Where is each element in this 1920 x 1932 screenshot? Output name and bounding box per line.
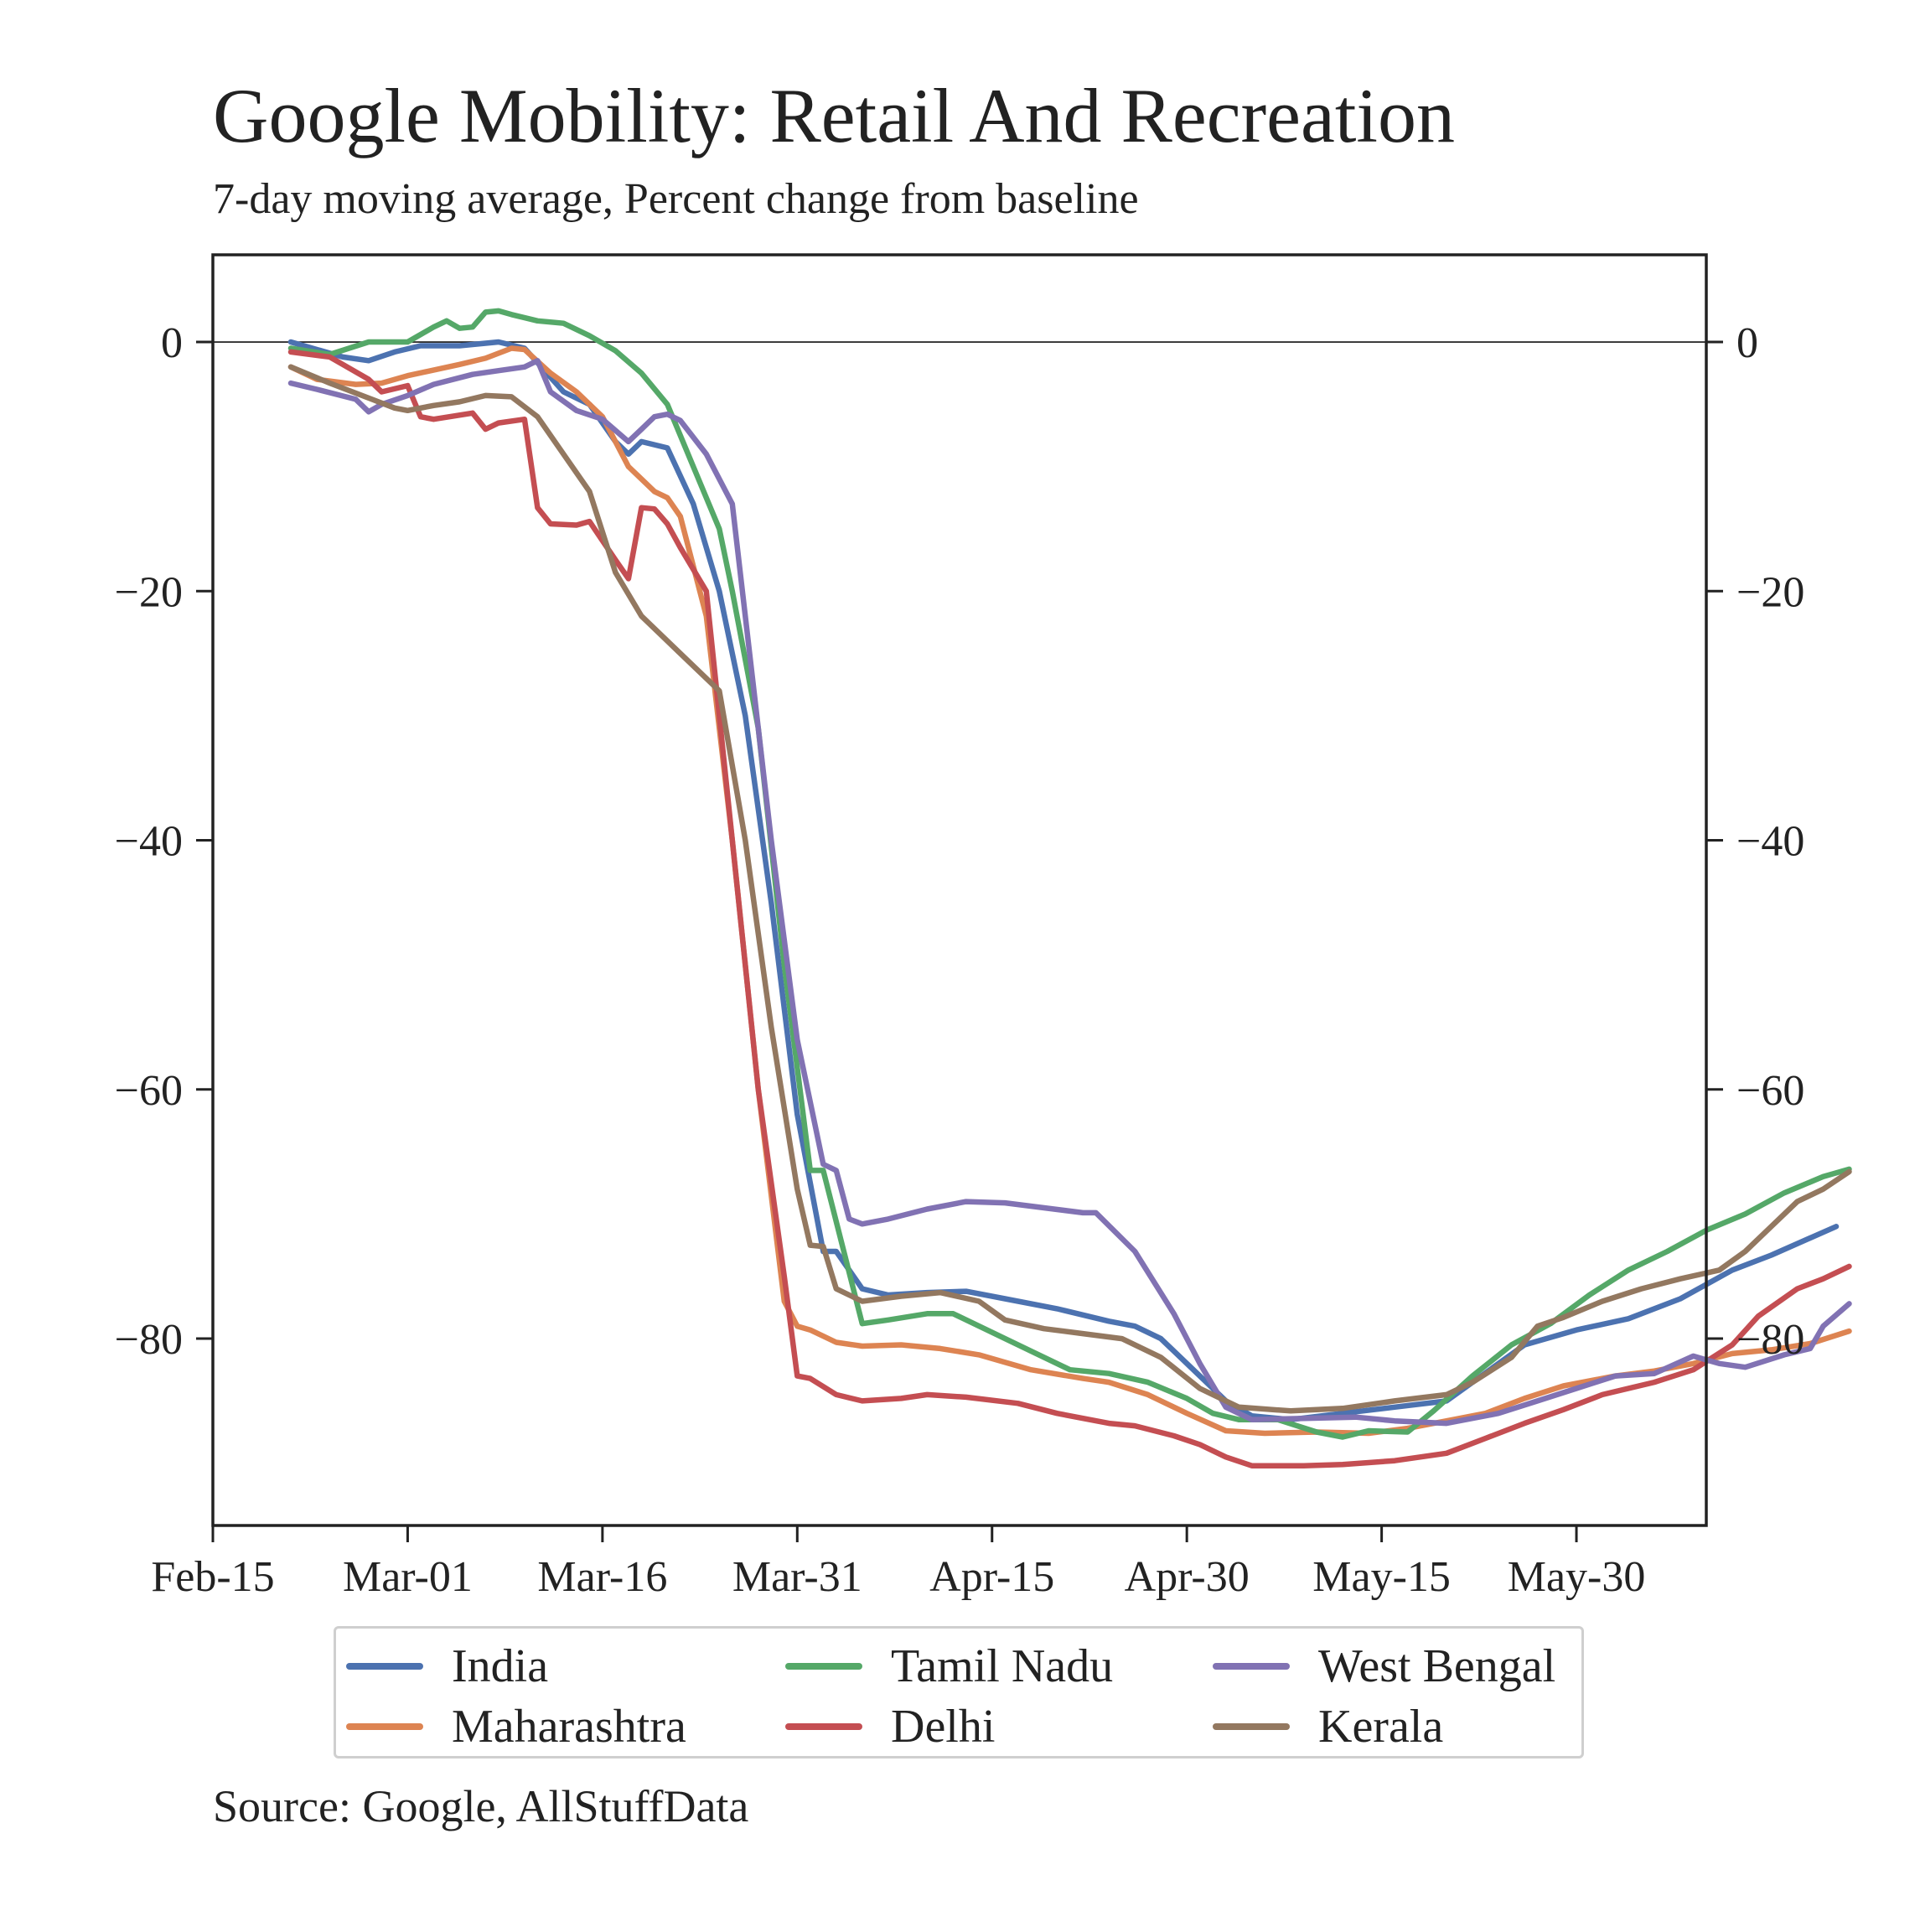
legend-label-maharashtra: Maharashtra (452, 1701, 686, 1753)
y-tick-label-left: 0 (161, 319, 183, 367)
legend-item-india: India (346, 1637, 548, 1696)
legend-swatch-maharashtra (346, 1723, 423, 1730)
legend-label-west-bengal: West Bengal (1318, 1640, 1556, 1692)
legend-swatch-west-bengal (1213, 1663, 1290, 1670)
y-tick-label-left: −60 (115, 1067, 183, 1115)
series-line-delhi (287, 349, 1852, 1468)
y-tick-label-left: −80 (115, 1316, 183, 1364)
x-tick-label: Mar-01 (343, 1553, 473, 1601)
legend-label-tamil-nadu: Tamil Nadu (891, 1640, 1114, 1692)
legend-label-delhi: Delhi (891, 1701, 996, 1753)
legend-item-kerala: Kerala (1213, 1697, 1443, 1756)
x-tick-label: Mar-16 (537, 1553, 667, 1601)
x-tick-label: Apr-15 (929, 1553, 1054, 1601)
axis-layer: Feb-15 Mar-01 Mar-16 Mar-31 Apr-15 Apr-30 May-… (115, 319, 1805, 1601)
chart-title: Google Mobility: Retail And Recreation (213, 73, 1455, 158)
legend: India Maharashtra Tamil Nadu Delhi West … (334, 1626, 1584, 1758)
legend-label-india: India (452, 1640, 549, 1692)
y-tick-label-left: −20 (115, 568, 183, 616)
chart-source: Source: Google, AllStuffData (213, 1781, 749, 1831)
series-line-tamil-nadu (287, 308, 1852, 1440)
legend-swatch-delhi (785, 1723, 862, 1730)
x-tick-label: Feb-15 (151, 1553, 274, 1601)
x-tick-label: May-30 (1508, 1553, 1646, 1601)
legend-label-kerala: Kerala (1318, 1701, 1444, 1753)
series-line-maharashtra (287, 345, 1852, 1437)
y-tick-label-right: −60 (1736, 1067, 1804, 1115)
x-tick-label: Apr-30 (1125, 1553, 1250, 1601)
y-tick-label-right: −20 (1736, 568, 1804, 616)
y-tick-label-left: −40 (115, 818, 183, 866)
legend-item-tamil-nadu: Tamil Nadu (785, 1637, 1113, 1696)
legend-item-delhi: Delhi (785, 1697, 995, 1756)
y-tick-label-right: 0 (1736, 319, 1758, 367)
legend-item-west-bengal: West Bengal (1213, 1637, 1555, 1696)
chart-subtitle: 7-day moving average, Percent change fro… (213, 175, 1139, 223)
y-tick-label-right: −40 (1736, 818, 1804, 866)
x-tick-label: May-15 (1312, 1553, 1451, 1601)
legend-swatch-kerala (1213, 1723, 1290, 1730)
y-tick-label-right: −80 (1736, 1316, 1804, 1364)
series-line-west-bengal (287, 358, 1852, 1427)
series-line-kerala (287, 364, 1852, 1414)
plot-frame (211, 253, 1708, 1527)
legend-swatch-tamil-nadu (785, 1663, 862, 1670)
series-line-india (287, 339, 1840, 1422)
legend-swatch-india (346, 1663, 423, 1670)
series-layer (287, 308, 1852, 1468)
x-tick-label: Mar-31 (732, 1553, 862, 1601)
legend-item-maharashtra: Maharashtra (346, 1697, 686, 1756)
